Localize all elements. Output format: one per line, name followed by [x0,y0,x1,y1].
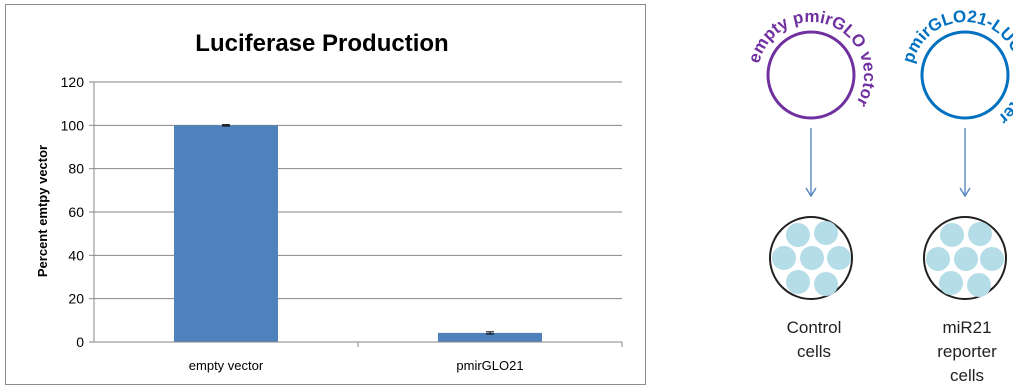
bar [174,125,278,342]
reporter-arrow [959,128,971,198]
control-plasmid: empty pmirGLO vector [745,7,880,120]
y-tick-label: 40 [68,247,84,263]
control-plasmid-label: empty pmirGLO vector [745,7,880,110]
bar [438,332,542,342]
x-axis-categories: empty vector pmirGLO21 [189,342,623,373]
x-category-label: empty vector [189,358,264,373]
reporter-cells-label-line2: reporter [937,342,997,361]
reporter-cells-label-line3: cells [950,366,984,385]
reporter-plasmid-label: pmirGLO21-LUC reporter [899,7,1013,129]
reporter-plasmid-ring [920,30,1010,120]
error-bar [222,124,230,127]
gridlines [94,81,622,300]
error-bar [486,331,494,335]
bars [174,125,542,342]
y-tick-label: 100 [61,117,85,133]
control-cells-dish [769,216,853,300]
chart-title: Luciferase Production [195,30,448,57]
y-tick-label: 20 [68,291,84,307]
control-plasmid-ring [766,30,856,120]
transfection-diagram: empty pmirGLO vector pmirGLO21-LUC repor… [745,7,1013,385]
control-cells-label-line2: cells [797,342,831,361]
y-tick-label: 80 [68,161,84,177]
y-axis-label: Percent emtpy vector [35,145,50,277]
bar-chart: Luciferase Production 0 20 40 60 80 100 120 Pe… [35,30,623,373]
reporter-plasmid: pmirGLO21-LUC reporter [899,7,1013,129]
reporter-cells-dish [923,216,1007,300]
control-cells-label-line1: Control [787,318,842,337]
y-tick-label: 0 [76,334,84,350]
x-category-label: pmirGLO21 [456,358,523,373]
y-tick-label: 120 [61,74,85,90]
chart-frame: Luciferase Production 0 20 40 60 80 100 120 Pe… [5,4,646,385]
y-tick-label: 60 [68,204,84,220]
y-axis-ticks: 0 20 40 60 80 100 120 [61,74,94,350]
control-arrow [805,128,817,198]
error-bars [222,124,494,335]
reporter-cells-label-line1: miR21 [942,318,991,337]
